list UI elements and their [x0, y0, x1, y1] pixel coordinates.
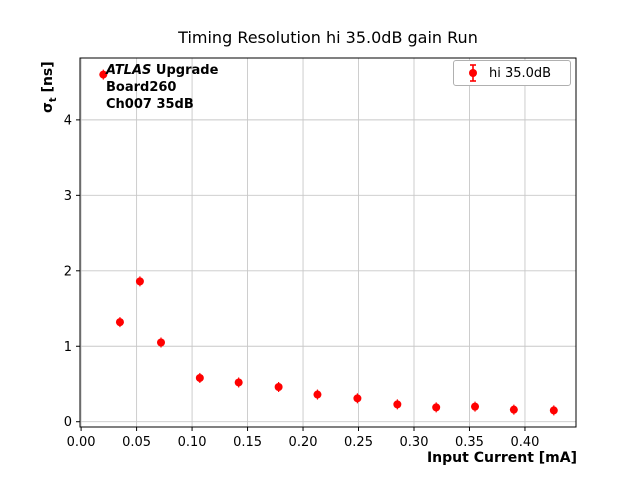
x-tick-label: 0.10 — [178, 435, 207, 450]
x-tick-label: 0.35 — [455, 435, 484, 450]
data-point — [99, 70, 108, 79]
x-tick-label: 0.15 — [233, 435, 262, 450]
errorbar-marker-icon — [469, 64, 477, 82]
data-point — [549, 406, 558, 415]
x-tick-label: 0.20 — [289, 435, 318, 450]
y-tick-label: 4 — [64, 113, 72, 128]
data-point — [135, 277, 144, 286]
data-point — [234, 378, 243, 387]
y-tick-label: 0 — [64, 415, 72, 430]
data-point — [195, 373, 204, 382]
x-tick-label: 0.25 — [344, 435, 373, 450]
legend: hi 35.0dB — [453, 60, 571, 86]
data-point — [471, 402, 480, 411]
data-point — [353, 394, 362, 403]
data-point — [509, 405, 518, 414]
annotation-experiment: ATLAS — [106, 63, 152, 78]
x-tick-label: 0.40 — [510, 435, 539, 450]
annotation-line-2: Board260 — [106, 80, 177, 95]
x-tick-label: 0.05 — [122, 435, 151, 450]
data-point — [115, 318, 124, 327]
chart-title: Timing Resolution hi 35.0dB gain Run — [178, 28, 478, 47]
y-tick-label: 3 — [64, 189, 72, 204]
annotation-line-1: ATLAS Upgrade — [106, 62, 218, 79]
y-axis-label-unit: [ns] — [40, 61, 56, 98]
x-tick-label: 0.30 — [400, 435, 429, 450]
legend-label: hi 35.0dB — [489, 65, 552, 81]
data-point — [313, 390, 322, 399]
y-axis-label: σt [ns] — [40, 61, 59, 113]
y-axis-label-subscript: t — [47, 97, 59, 103]
x-axis-label: Input Current [mA] — [426, 450, 577, 466]
x-tick-label: 0.00 — [67, 435, 96, 450]
data-point — [432, 403, 441, 412]
axes-frame — [79, 57, 577, 428]
annotation: ATLAS Upgrade Board260 Ch007 35dB — [106, 62, 218, 113]
y-tick-label: 2 — [64, 264, 72, 279]
annotation-line-3: Ch007 35dB — [106, 97, 194, 112]
y-axis-label-symbol: σ — [40, 102, 56, 113]
y-tick-label: 1 — [64, 340, 72, 355]
data-point — [274, 383, 283, 392]
annotation-tag: Upgrade — [151, 63, 219, 78]
data-point — [393, 400, 402, 409]
data-point — [157, 338, 166, 347]
